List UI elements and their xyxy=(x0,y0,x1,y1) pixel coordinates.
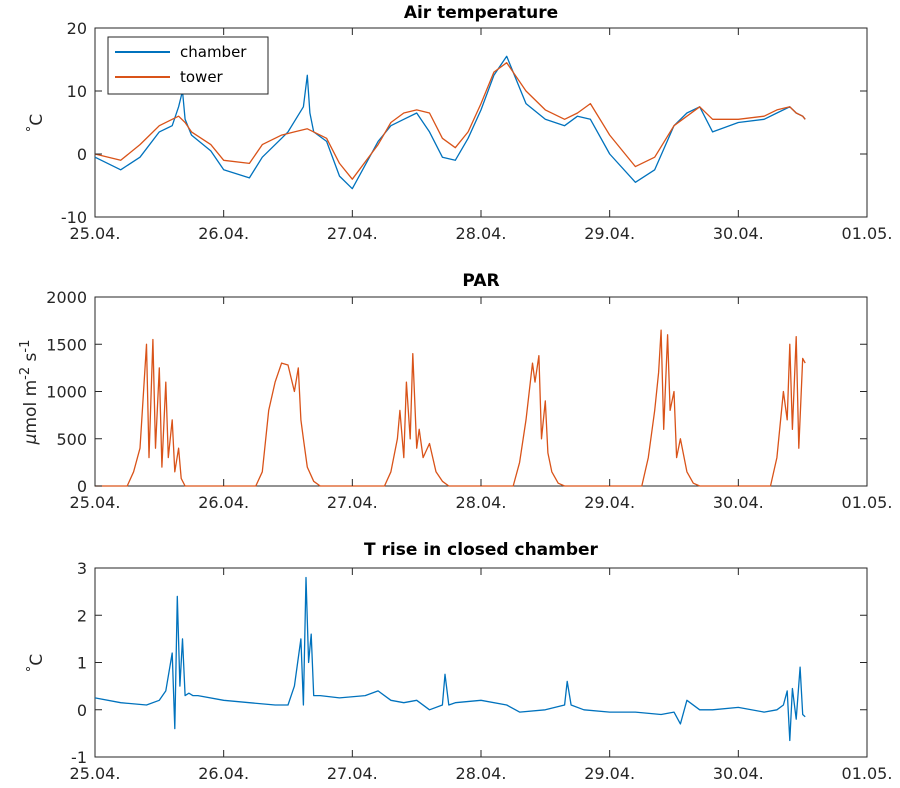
marks xyxy=(94,55,806,190)
x-tick-label: 01.05. xyxy=(842,764,893,783)
legend-chamber-label: chamber xyxy=(180,43,247,61)
panel-par: PAR μmol m-2 s-1 25.04. 26.04. 27.04. 28.04… xyxy=(18,271,892,512)
x-tick-label: 26.04. xyxy=(198,224,249,243)
ticks: 25.04. 26.04. 27.04. 28.04. 29.04. 30.04. 01.0… xyxy=(70,559,893,783)
x-tick-label: 01.05. xyxy=(842,493,893,512)
x-tick-label: 29.04. xyxy=(584,493,635,512)
y-axis-label: μmol m-2 s-1 xyxy=(18,340,41,446)
chart-title: PAR xyxy=(462,271,499,291)
x-tick-label: 28.04. xyxy=(456,493,507,512)
ticks: 25.04. 26.04. 27.04. 28.04. 29.04. 30.04. 01.0… xyxy=(61,19,893,243)
y-axis-label: °C xyxy=(25,114,47,132)
x-tick-label: 27.04. xyxy=(327,764,378,783)
y-label-exp2: -1 xyxy=(18,340,33,353)
y-label-degree: ° xyxy=(25,666,40,673)
y-tick-label: 3 xyxy=(77,559,87,578)
y-label-mu: μ xyxy=(21,433,41,445)
y-tick-label: 10 xyxy=(67,82,87,101)
x-tick-label: 30.04. xyxy=(713,493,764,512)
y-tick-label: 0 xyxy=(77,701,87,720)
marks xyxy=(94,576,806,742)
y-axis-label: °C xyxy=(25,654,47,672)
x-tick-label: 25.04. xyxy=(70,224,121,243)
y-label-unit: mol m xyxy=(21,380,41,434)
y-tick-label: 2 xyxy=(77,606,87,625)
y-tick-label: 20 xyxy=(67,19,87,38)
plot-area xyxy=(94,296,868,487)
x-tick-label: 25.04. xyxy=(70,493,121,512)
chart-title: Air temperature xyxy=(404,3,558,23)
ticks: 25.04. 26.04. 27.04. 28.04. 29.04. 30.04. 01.0… xyxy=(46,288,892,512)
y-tick-label: 1 xyxy=(77,654,87,673)
x-tick-label: 28.04. xyxy=(456,224,507,243)
legend: chamber tower xyxy=(107,36,269,95)
x-tick-label: 29.04. xyxy=(584,224,635,243)
y-tick-label: 1000 xyxy=(46,383,87,402)
x-tick-label: 01.05. xyxy=(842,224,893,243)
x-tick-label: 27.04. xyxy=(327,493,378,512)
y-tick-label: 1500 xyxy=(46,335,87,354)
series-line-series-0 xyxy=(95,329,806,487)
x-tick-label: 25.04. xyxy=(70,764,121,783)
y-tick-label: 0 xyxy=(77,477,87,496)
x-tick-label: 28.04. xyxy=(456,764,507,783)
y-tick-label: 2000 xyxy=(46,288,87,307)
panel-air-temperature: Air temperature °C 25.04. 26.04. 27.04. 28.… xyxy=(25,3,892,243)
legend-tower-label: tower xyxy=(180,68,224,86)
x-tick-label: 30.04. xyxy=(713,224,764,243)
x-tick-label: 26.04. xyxy=(198,764,249,783)
series-line-tower xyxy=(94,62,806,180)
y-tick-label: -10 xyxy=(61,208,87,227)
x-tick-label: 26.04. xyxy=(198,493,249,512)
y-label-degree: ° xyxy=(25,126,40,133)
y-label-exp1: -2 xyxy=(18,367,33,380)
y-label-unit: C xyxy=(27,654,47,666)
plot-area xyxy=(94,567,868,758)
x-tick-label: 27.04. xyxy=(327,224,378,243)
y-tick-label: 500 xyxy=(56,430,87,449)
y-label-mid: s xyxy=(21,352,41,366)
x-tick-label: 30.04. xyxy=(713,764,764,783)
x-tick-label: 29.04. xyxy=(584,764,635,783)
chart-title: T rise in closed chamber xyxy=(364,540,599,560)
y-tick-label: -1 xyxy=(71,748,87,767)
legend-box xyxy=(107,36,269,95)
series-line-series-0 xyxy=(94,576,806,742)
panel-t-rise: T rise in closed chamber °C 25.04. 26.04.… xyxy=(25,540,892,783)
marks xyxy=(95,329,806,487)
series-line-chamber xyxy=(94,55,806,190)
y-label-unit: C xyxy=(27,114,47,126)
y-tick-label: 0 xyxy=(77,145,87,164)
